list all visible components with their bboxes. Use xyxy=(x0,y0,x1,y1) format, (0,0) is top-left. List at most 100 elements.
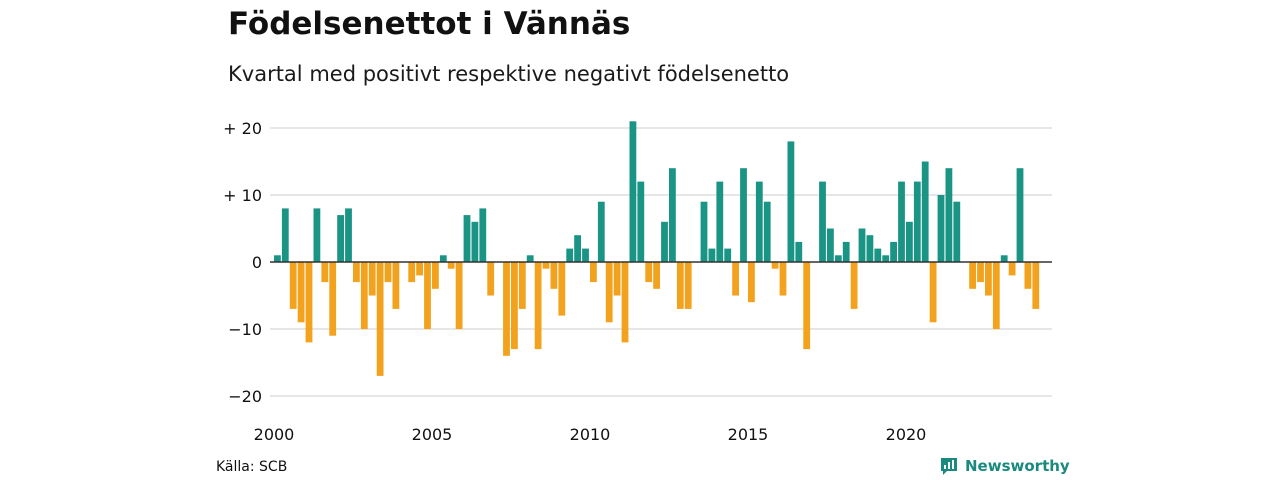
bar-positive xyxy=(795,241,803,262)
gridlines xyxy=(270,127,1052,397)
bar-negative xyxy=(432,262,439,289)
bar-negative xyxy=(985,262,992,296)
bar-negative xyxy=(684,262,692,309)
bar-negative xyxy=(384,262,392,283)
bar-positive xyxy=(471,221,479,262)
bar-negative xyxy=(289,262,297,309)
bar-positive xyxy=(629,121,637,262)
bar-negative xyxy=(621,262,629,343)
bar-positive xyxy=(582,248,589,262)
chart-title: Födelsenettot i Vännäs xyxy=(228,6,631,42)
bar-positive xyxy=(787,141,795,262)
bar-positive xyxy=(827,228,834,262)
bar-positive xyxy=(274,255,281,262)
bar-positive xyxy=(921,161,929,262)
bar-positive xyxy=(526,255,534,262)
bar-negative xyxy=(360,262,368,329)
bar-negative xyxy=(969,262,976,289)
bar-positive xyxy=(945,168,953,262)
bar-negative xyxy=(748,262,755,303)
bar-negative xyxy=(534,262,542,350)
bar-negative xyxy=(803,262,811,350)
bar-positive xyxy=(842,241,850,262)
bar-negative xyxy=(1032,262,1040,309)
bar-positive xyxy=(281,208,289,262)
bar-positive xyxy=(858,228,866,262)
bar-positive xyxy=(574,235,581,262)
newsworthy-brand[interactable]: Newsworthy xyxy=(939,456,1070,476)
bar-negative xyxy=(392,262,400,309)
bar-positive xyxy=(906,221,913,262)
bar-positive xyxy=(669,168,676,262)
bar-positive xyxy=(834,255,842,262)
bar-negative xyxy=(676,262,684,309)
x-axis-ticks: 2000 2005 2010 2015 2020 xyxy=(254,425,927,444)
bar-negative xyxy=(487,262,495,296)
bar-negative xyxy=(455,262,463,329)
y-tick-label: −10 xyxy=(228,320,262,339)
bar-negative xyxy=(653,262,660,289)
bar-positive xyxy=(439,255,447,262)
x-tick-label: 2010 xyxy=(570,425,611,444)
bar-positive xyxy=(755,181,763,262)
x-tick-label: 2015 xyxy=(728,425,769,444)
bar-positive xyxy=(463,215,471,262)
bar-positive xyxy=(1000,255,1008,262)
bar-positive xyxy=(890,241,897,262)
bar-positive xyxy=(1016,168,1024,262)
bar-positive xyxy=(953,201,961,262)
brand-name: Newsworthy xyxy=(965,457,1070,475)
bar-positive xyxy=(700,201,708,262)
bar-positive xyxy=(740,168,747,262)
bar-negative xyxy=(590,262,597,283)
bar-positive xyxy=(661,221,668,262)
y-axis-ticks: + 20 + 10 0 −10 −20 xyxy=(223,119,262,406)
bar-negative xyxy=(376,262,384,376)
bar-positive xyxy=(866,235,874,262)
bar-negative xyxy=(605,262,613,323)
bar-positive xyxy=(913,181,921,262)
bar-negative xyxy=(329,262,337,336)
bar-negative xyxy=(977,262,984,283)
bar-positive xyxy=(313,208,321,262)
source-note: Källa: SCB xyxy=(216,459,288,475)
bar-positive xyxy=(716,181,724,262)
bar-positive xyxy=(874,248,882,262)
bar-positive xyxy=(819,181,826,262)
bar-negative xyxy=(416,262,423,276)
bar-positive xyxy=(337,215,344,262)
bar-positive xyxy=(763,201,771,262)
bar-positive xyxy=(724,248,732,262)
bar-negative xyxy=(550,262,558,289)
bar-negative xyxy=(542,262,550,269)
bar-positive xyxy=(708,248,716,262)
bar-negative xyxy=(1008,262,1016,276)
bar-negative xyxy=(305,262,313,343)
bar-negative xyxy=(368,262,376,296)
bar-positive xyxy=(479,208,487,262)
y-tick-label: 0 xyxy=(252,253,262,272)
bar-positive xyxy=(597,201,605,262)
bar-negative xyxy=(645,262,653,283)
bar-positive xyxy=(345,208,352,262)
bar-positive xyxy=(937,195,945,262)
bars xyxy=(274,121,1040,376)
x-tick-label: 2005 xyxy=(412,425,453,444)
bar-positive xyxy=(898,181,905,262)
bar-negative xyxy=(779,262,787,296)
y-tick-label: + 10 xyxy=(223,186,262,205)
bar-negative xyxy=(297,262,305,323)
bar-positive xyxy=(566,248,574,262)
bar-negative xyxy=(613,262,621,296)
y-tick-label: + 20 xyxy=(223,119,262,138)
newsworthy-logo-icon xyxy=(941,458,957,475)
bar-negative xyxy=(503,262,510,356)
bar-negative xyxy=(408,262,416,283)
chart-subtitle: Kvartal med positivt respektive negativt… xyxy=(228,62,790,86)
bar-negative xyxy=(929,262,937,323)
bar-negative xyxy=(558,262,566,316)
bar-negative xyxy=(850,262,858,309)
bar-negative xyxy=(511,262,518,350)
bar-negative xyxy=(771,262,779,269)
